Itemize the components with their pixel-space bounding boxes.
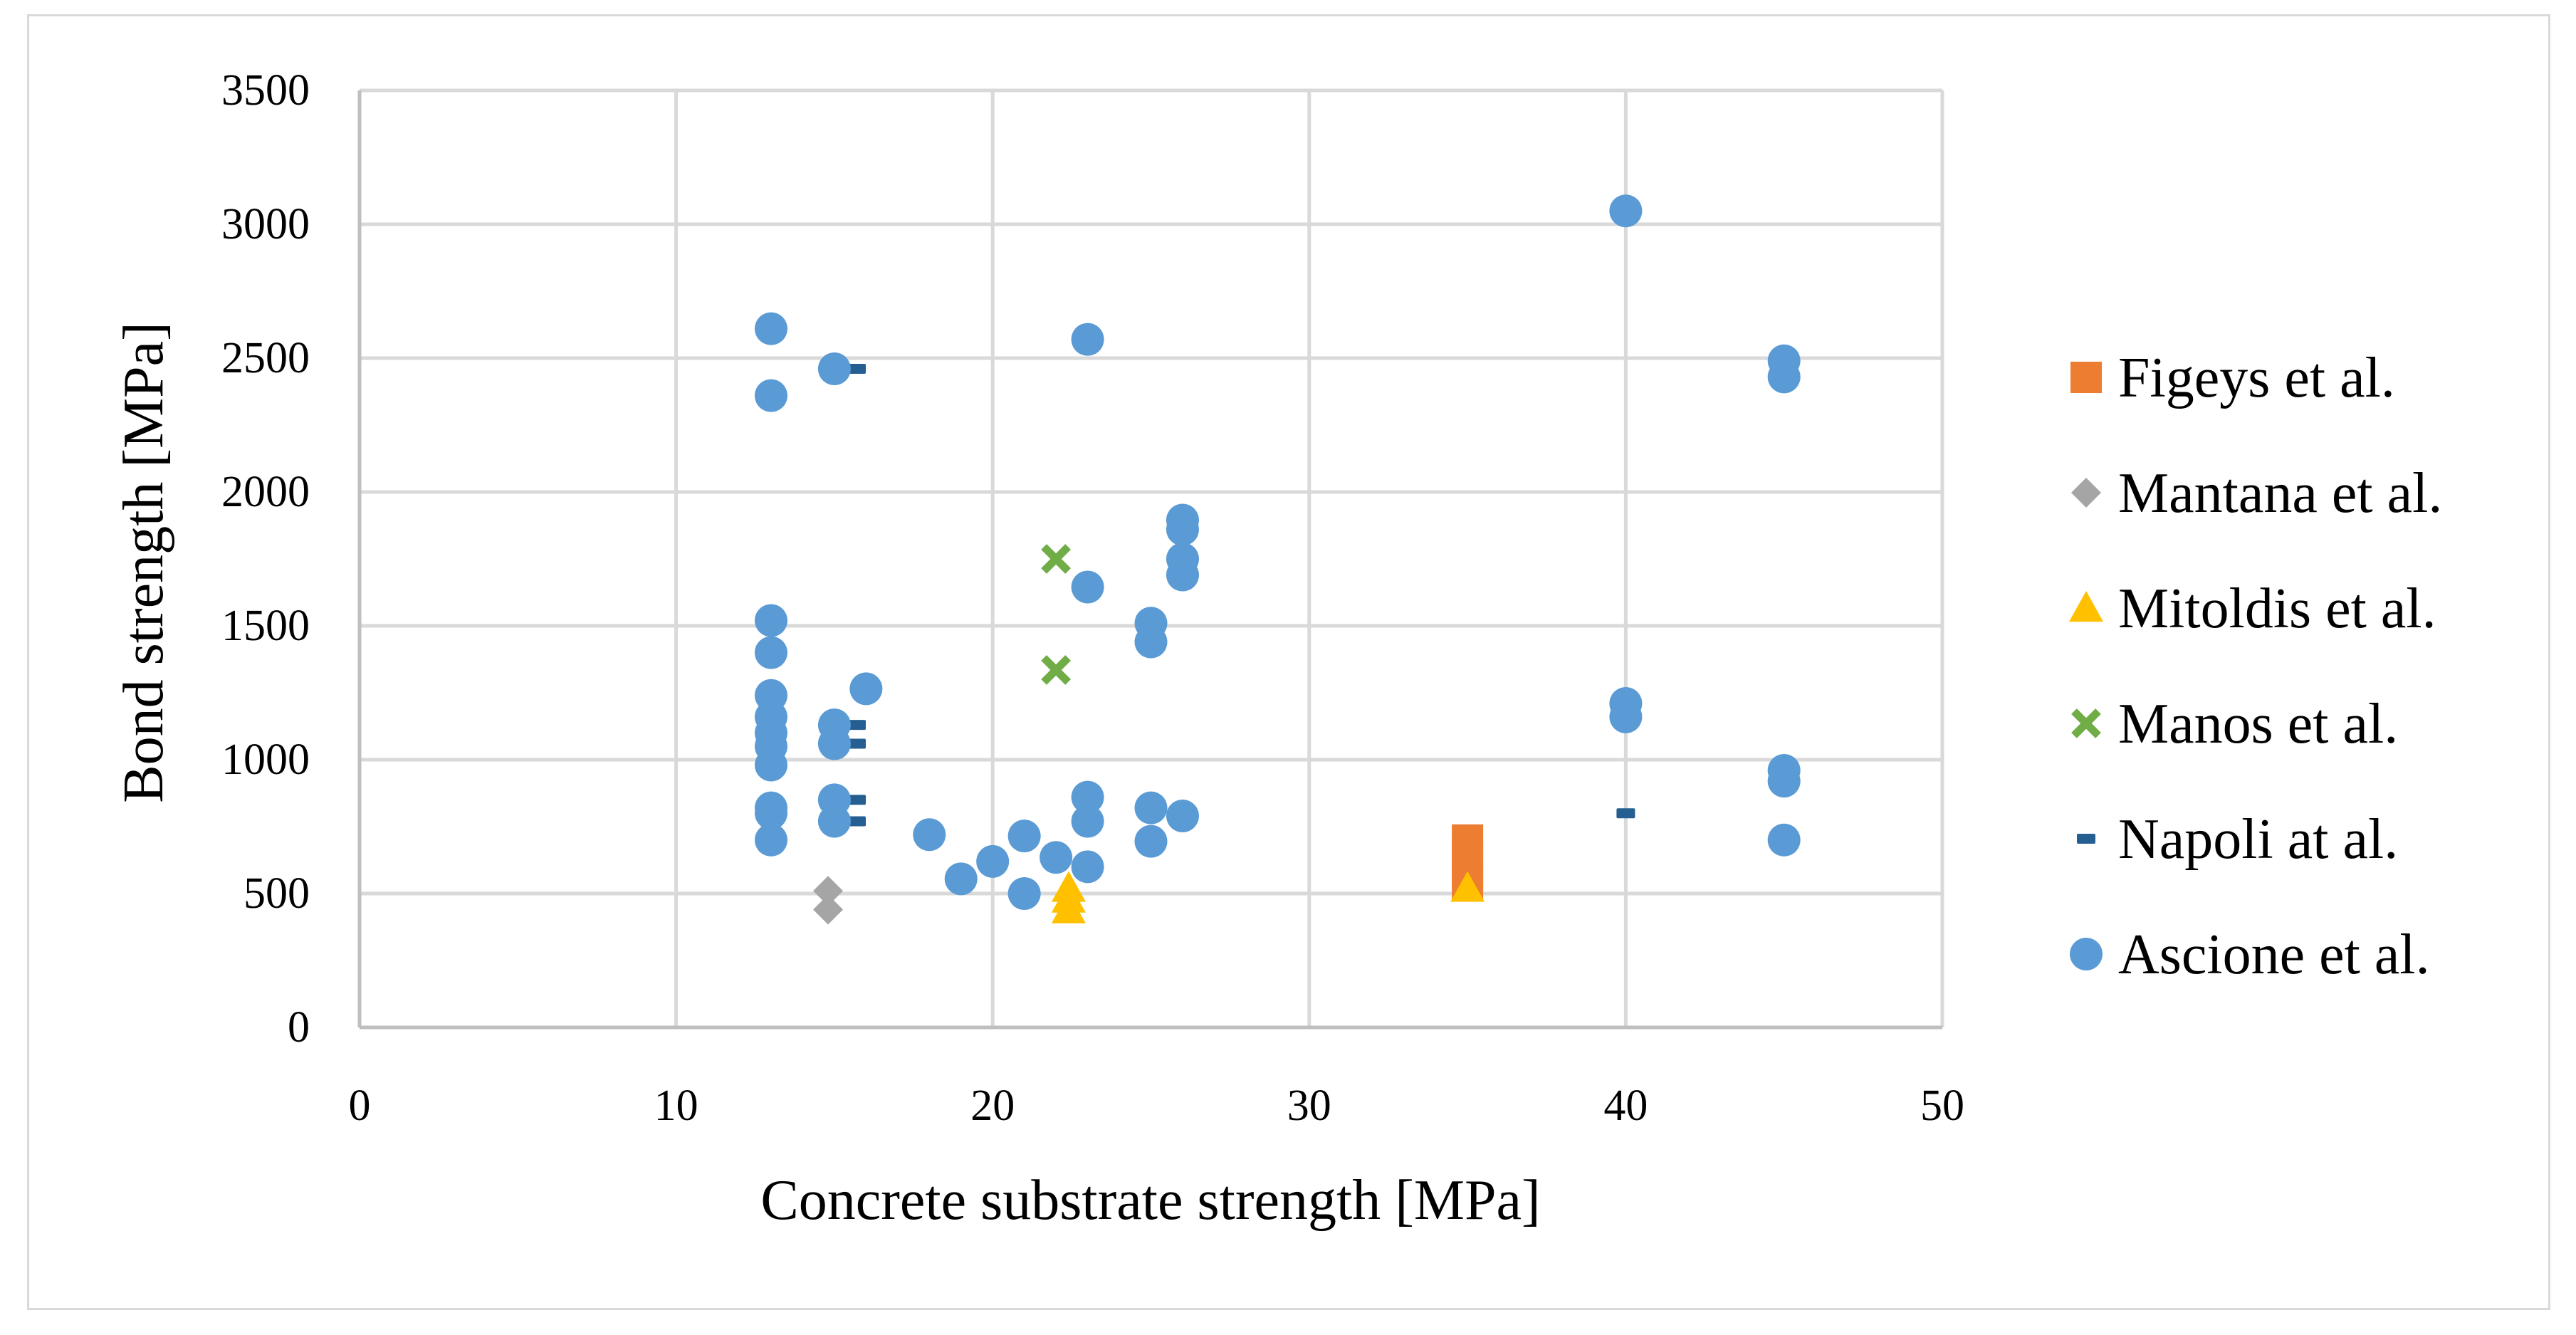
legend-label-manos-et-al: Manos et al.: [2118, 693, 2398, 755]
point-manos-et-al-1: [1041, 655, 1072, 685]
point-ascione-et-al-18: [913, 818, 946, 852]
legend-label-mitoldis-et-al: Mitoldis et al.: [2118, 577, 2436, 640]
point-napoli-at-al-0: [847, 364, 866, 375]
chart-frame: [27, 14, 2550, 1310]
legend-marker-ascione-et-al: [2070, 938, 2103, 970]
point-ascione-et-al-1: [754, 379, 787, 412]
point-ascione-et-al-42: [1767, 360, 1801, 394]
point-ascione-et-al-2: [754, 604, 787, 637]
point-ascione-et-al-17: [849, 672, 883, 706]
point-napoli-at-al-5: [1616, 808, 1635, 819]
point-ascione-et-al-12: [817, 352, 851, 386]
point-napoli-at-al-4: [847, 816, 866, 827]
point-ascione-et-al-27: [1071, 805, 1104, 838]
point-ascione-et-al-21: [1007, 820, 1041, 853]
point-ascione-et-al-28: [1071, 850, 1104, 884]
legend-label-napoli-at-al: Napoli at al.: [2118, 808, 2398, 871]
point-mitoldis-et-al-2: [1051, 892, 1086, 923]
x-tick-label-40: 40: [1603, 1082, 1648, 1130]
x-tick-label-50: 50: [1920, 1082, 1964, 1130]
point-ascione-et-al-20: [976, 844, 1010, 878]
point-ascione-et-al-8: [754, 748, 787, 782]
point-ascione-et-al-37: [1166, 799, 1199, 832]
x-tick-label-0: 0: [349, 1082, 371, 1130]
legend-label-ascione-et-al: Ascione et al.: [2118, 923, 2430, 986]
point-ascione-et-al-22: [1007, 877, 1041, 910]
point-napoli-at-al-2: [847, 738, 866, 749]
y-tick-label-3000: 3000: [221, 200, 310, 248]
axes: [357, 90, 1942, 1030]
legend: Figeys et al. Mantana et al. Mitoldis et a…: [2069, 347, 2442, 986]
point-ascione-et-al-10: [754, 797, 787, 830]
y-tick-label-2500: 2500: [221, 334, 310, 382]
point-ascione-et-al-23: [1040, 841, 1073, 874]
legend-marker-mitoldis-et-al: [2069, 591, 2103, 622]
point-ascione-et-al-0: [754, 312, 787, 345]
y-tick-label-2000: 2000: [221, 468, 310, 516]
y-tick-label-3500: 3500: [221, 66, 310, 115]
y-tick-label-0: 0: [288, 1003, 310, 1052]
point-mitoldis-et-al-3: [1450, 871, 1485, 902]
point-ascione-et-al-31: [1134, 791, 1168, 824]
x-tick-label-10: 10: [654, 1082, 698, 1130]
point-ascione-et-al-11: [754, 823, 787, 857]
y-tick-label-500: 500: [244, 869, 310, 918]
x-tick-label-20: 20: [970, 1082, 1015, 1130]
point-ascione-et-al-14: [817, 727, 851, 760]
point-ascione-et-al-3: [754, 636, 787, 669]
legend-label-mantana-et-al: Mantana et al.: [2118, 462, 2442, 525]
gridlines: [360, 88, 1944, 1027]
point-ascione-et-al-44: [1767, 765, 1801, 798]
legend-label-figeys-et-al: Figeys et al.: [2118, 347, 2395, 409]
point-ascione-et-al-30: [1134, 625, 1168, 659]
point-ascione-et-al-38: [1609, 194, 1643, 228]
legend-marker-figeys-et-al: [2070, 362, 2102, 393]
y-axis-title: Bond strength [MPa]: [112, 322, 175, 803]
legend-marker-mantana-et-al: [2071, 478, 2101, 508]
x-axis-title: Concrete substrate strength [MPa]: [760, 1169, 1540, 1232]
point-ascione-et-al-19: [944, 862, 978, 896]
point-ascione-et-al-45: [1767, 823, 1801, 857]
legend-marker-manos-et-al: [2071, 708, 2101, 738]
data-points: [754, 194, 1801, 925]
point-napoli-at-al-1: [847, 720, 866, 731]
point-ascione-et-al-16: [817, 805, 851, 838]
point-manos-et-al-0: [1041, 544, 1072, 574]
point-ascione-et-al-24: [1071, 323, 1104, 356]
point-mantana-et-al-1: [813, 894, 844, 925]
point-mantana-et-al-0: [813, 876, 844, 906]
point-napoli-at-al-3: [847, 795, 866, 805]
point-ascione-et-al-34: [1166, 513, 1199, 546]
y-tick-label-1000: 1000: [221, 735, 310, 784]
legend-marker-napoli-at-al: [2077, 834, 2095, 844]
point-ascione-et-al-26: [1071, 780, 1104, 814]
x-tick-label-30: 30: [1287, 1082, 1331, 1130]
point-ascione-et-al-32: [1134, 824, 1168, 858]
y-tick-label-1500: 1500: [221, 602, 310, 650]
point-ascione-et-al-36: [1166, 558, 1199, 592]
point-ascione-et-al-40: [1609, 700, 1643, 733]
tick-labels: 0 500 1000 1500 2000 2500 3000 3500 0 10 20 30 40 50: [221, 66, 1964, 1130]
point-ascione-et-al-25: [1071, 570, 1104, 604]
